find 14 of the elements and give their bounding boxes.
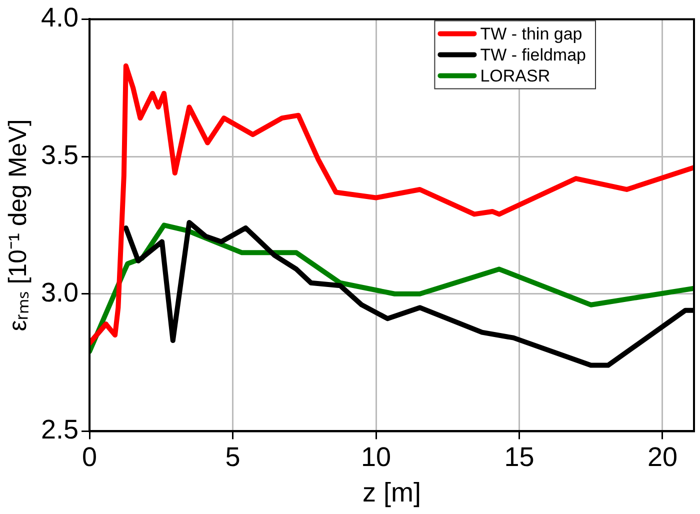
legend-label: TW - fieldmap (480, 45, 586, 64)
legend-label: TW - thin gap (480, 24, 582, 44)
x-tick-label: 0 (82, 442, 98, 472)
x-tick-label: 15 (504, 442, 534, 472)
y-tick-label: 3.5 (40, 140, 79, 170)
y-tick-label: 2.5 (40, 414, 79, 445)
x-tick-label: 20 (647, 442, 678, 472)
x-axis-title: z [m] (362, 477, 422, 508)
legend-label: LORASR (480, 66, 550, 86)
y-axis-title: εᵣₘₛ [10⁻¹ deg MeV] (4, 119, 32, 332)
y-tick-label: 3.0 (40, 277, 79, 308)
y-tick-label: 4.0 (40, 2, 79, 33)
x-tick-label: 5 (225, 442, 240, 472)
x-tick-label: 10 (360, 442, 392, 472)
